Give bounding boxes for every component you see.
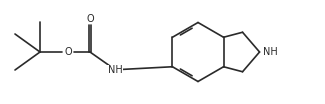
Text: O: O [86,14,94,24]
Text: O: O [64,47,72,57]
Text: NH: NH [108,65,123,75]
Text: NH: NH [263,47,277,57]
